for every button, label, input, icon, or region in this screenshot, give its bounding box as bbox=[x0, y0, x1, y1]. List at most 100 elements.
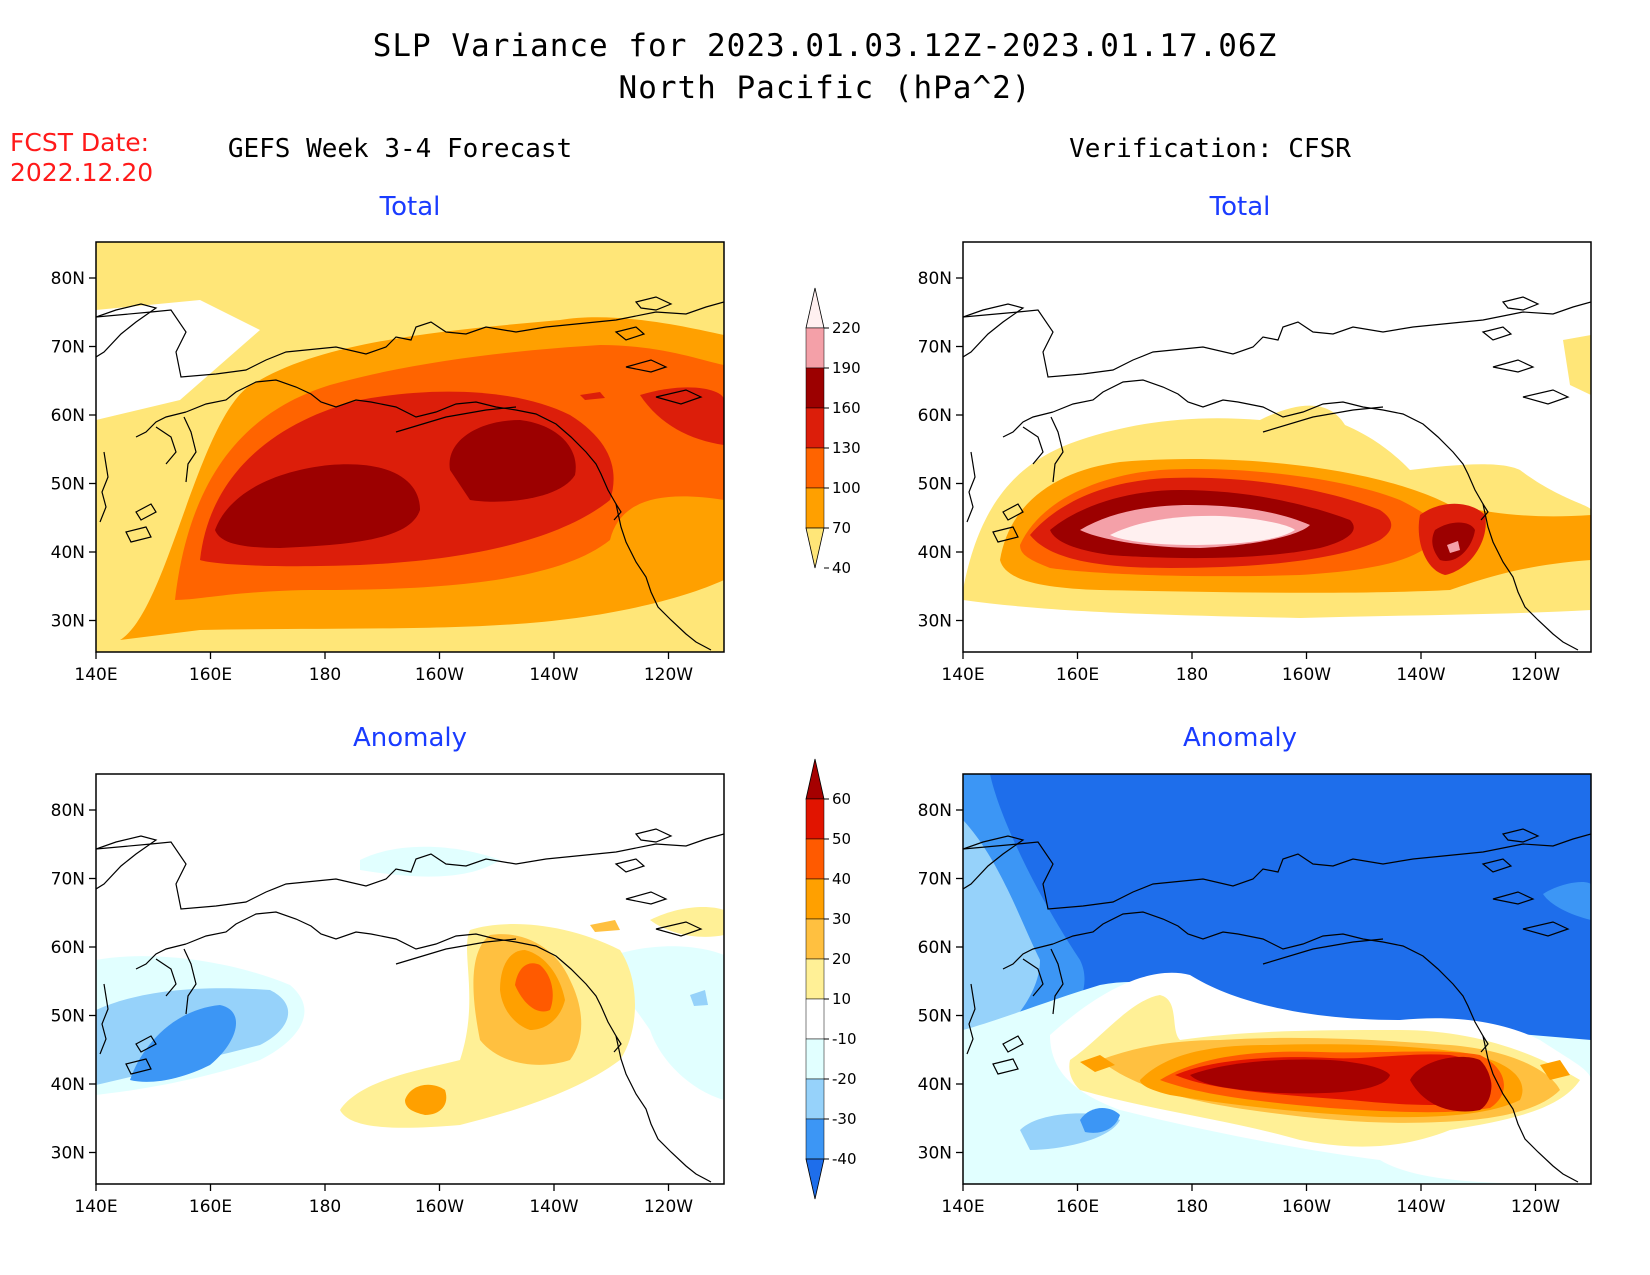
colorbar-total-segment bbox=[805, 487, 825, 529]
lat-tick-label: 80N bbox=[51, 801, 85, 821]
colorbar-anomaly-label: -10 bbox=[832, 1030, 857, 1048]
colorbar-total: 220 190 160 130 100 70 40 bbox=[805, 287, 861, 577]
anomaly-title-left: Anomaly bbox=[352, 723, 468, 753]
lon-tick-label: 140E bbox=[941, 1197, 984, 1217]
lat-tick-label: 50N bbox=[51, 1007, 85, 1027]
lat-tick-label: 60N bbox=[51, 938, 85, 958]
colorbar-total-label: 190 bbox=[832, 359, 861, 377]
lat-tick-label: 70N bbox=[51, 870, 85, 890]
lon-tick-label: 120W bbox=[644, 1197, 693, 1217]
lon-tick-label: 160E bbox=[189, 665, 232, 685]
lat-tick-label: 30N bbox=[918, 1144, 952, 1164]
map-total-verification bbox=[963, 242, 1591, 652]
frame-total-verification bbox=[962, 241, 1592, 653]
frame-total-forecast bbox=[95, 241, 725, 653]
map-anomaly-forecast bbox=[96, 774, 724, 1184]
map-anomaly-verification bbox=[963, 774, 1591, 1184]
total-title-right: Total bbox=[1209, 192, 1271, 222]
colorbar-anomaly-segment bbox=[805, 838, 825, 880]
lat-tick-label: 70N bbox=[918, 338, 952, 358]
colorbar-anomaly-label: -20 bbox=[832, 1070, 857, 1088]
lon-tick-label: 120W bbox=[644, 665, 693, 685]
colorbar-anomaly-segment bbox=[805, 878, 825, 920]
lon-tick-label: 140E bbox=[74, 665, 117, 685]
colorbar-anomaly-segment bbox=[805, 998, 825, 1040]
lat-tick-label: 30N bbox=[918, 612, 952, 632]
lat-tick-label: 70N bbox=[51, 338, 85, 358]
anomaly-title-right: Anomaly bbox=[1182, 723, 1298, 753]
lon-tick-label: 180 bbox=[309, 1197, 341, 1217]
map-total-forecast bbox=[96, 242, 724, 652]
lat-tick-label: 80N bbox=[51, 269, 85, 289]
lon-tick-label: 140E bbox=[74, 1197, 117, 1217]
colorbar-anomaly-segment bbox=[805, 1038, 825, 1080]
lon-tick-label: 160W bbox=[415, 1197, 464, 1217]
colorbar-total-label: 100 bbox=[832, 479, 861, 497]
colorbar-total-segment bbox=[805, 327, 825, 369]
lon-tick-label: 140W bbox=[529, 665, 578, 685]
lat-tick-label: 80N bbox=[918, 801, 952, 821]
colorbar-anomaly-label: 60 bbox=[832, 790, 851, 808]
colorbar-anomaly-label: 20 bbox=[832, 950, 851, 968]
lat-tick-label: 30N bbox=[51, 1144, 85, 1164]
colorbar-total-label: 130 bbox=[832, 439, 861, 457]
figure-subtitle: North Pacific (hPa^2) bbox=[618, 70, 1032, 106]
lat-tick-label: 30N bbox=[51, 612, 85, 632]
lat-tick-label: 60N bbox=[918, 406, 952, 426]
lon-tick-label: 140W bbox=[1396, 1197, 1445, 1217]
lat-tick-label: 60N bbox=[918, 938, 952, 958]
total-title-left: Total bbox=[379, 192, 441, 222]
lat-tick-label: 80N bbox=[918, 269, 952, 289]
lat-tick-label: 40N bbox=[51, 543, 85, 563]
lat-tick-label: 70N bbox=[918, 870, 952, 890]
colorbar-anomaly-segment bbox=[805, 1118, 825, 1160]
colorbar-anomaly-bottom-triangle bbox=[805, 1158, 825, 1200]
lat-tick-label: 60N bbox=[51, 406, 85, 426]
lon-tick-label: 180 bbox=[1176, 665, 1208, 685]
colorbar-total-segment bbox=[805, 447, 825, 489]
lat-tick-label: 40N bbox=[918, 543, 952, 563]
colorbar-total-segment bbox=[805, 407, 825, 449]
lat-tick-label: 50N bbox=[51, 475, 85, 495]
fcst-date-label: FCST Date: bbox=[10, 128, 150, 157]
colorbar-anomaly-label: 50 bbox=[832, 830, 851, 848]
right-column-title: Verification: CFSR bbox=[1069, 134, 1351, 164]
colorbar-anomaly-segment bbox=[805, 958, 825, 1000]
lon-tick-label: 160W bbox=[415, 665, 464, 685]
lon-tick-label: 140W bbox=[529, 1197, 578, 1217]
lon-tick-label: 140W bbox=[1396, 665, 1445, 685]
colorbar-anomaly-label: -30 bbox=[832, 1110, 857, 1128]
lon-tick-label: 160E bbox=[1056, 1197, 1099, 1217]
colorbar-anomaly-label: -40 bbox=[832, 1150, 857, 1168]
colorbar-total-label: 160 bbox=[832, 399, 861, 417]
colorbar-total-label: 40 bbox=[832, 559, 851, 577]
frame-anomaly-forecast bbox=[95, 773, 725, 1185]
lon-tick-label: 180 bbox=[309, 665, 341, 685]
colorbar-anomaly: 60 50 40 30 20 10 -10 -20 -30 -40 bbox=[805, 758, 857, 1200]
left-column-title: GEFS Week 3-4 Forecast bbox=[227, 134, 573, 164]
lat-tick-label: 40N bbox=[918, 1075, 952, 1095]
colorbar-total-label: 220 bbox=[832, 319, 861, 337]
colorbar-total-label: 70 bbox=[832, 519, 851, 537]
lon-tick-label: 160E bbox=[1056, 665, 1099, 685]
lon-tick-label: 160W bbox=[1282, 1197, 1331, 1217]
lat-tick-label: 50N bbox=[918, 475, 952, 495]
axes-layer: 140E 160E 180 160W 140W 120W 80N 70N 60N 50N 40N 30… bbox=[51, 269, 1561, 1217]
colorbar-anomaly-top-triangle bbox=[805, 758, 825, 800]
colorbar-total-top-triangle bbox=[805, 287, 825, 329]
colorbar-anomaly-segment bbox=[805, 798, 825, 840]
lon-tick-label: 180 bbox=[1176, 1197, 1208, 1217]
colorbar-total-segment bbox=[805, 367, 825, 409]
colorbar-anomaly-label: 40 bbox=[832, 870, 851, 888]
figure-title: SLP Variance for 2023.01.03.12Z-2023.01.… bbox=[372, 28, 1278, 64]
fcst-date-value: 2022.12.20 bbox=[10, 158, 154, 187]
colorbar-anomaly-segment bbox=[805, 1078, 825, 1120]
colorbar-anomaly-segment bbox=[805, 918, 825, 960]
lon-tick-label: 140E bbox=[941, 665, 984, 685]
lat-tick-label: 50N bbox=[918, 1007, 952, 1027]
lon-tick-label: 160W bbox=[1282, 665, 1331, 685]
lat-tick-label: 40N bbox=[51, 1075, 85, 1095]
lon-tick-label: 160E bbox=[189, 1197, 232, 1217]
